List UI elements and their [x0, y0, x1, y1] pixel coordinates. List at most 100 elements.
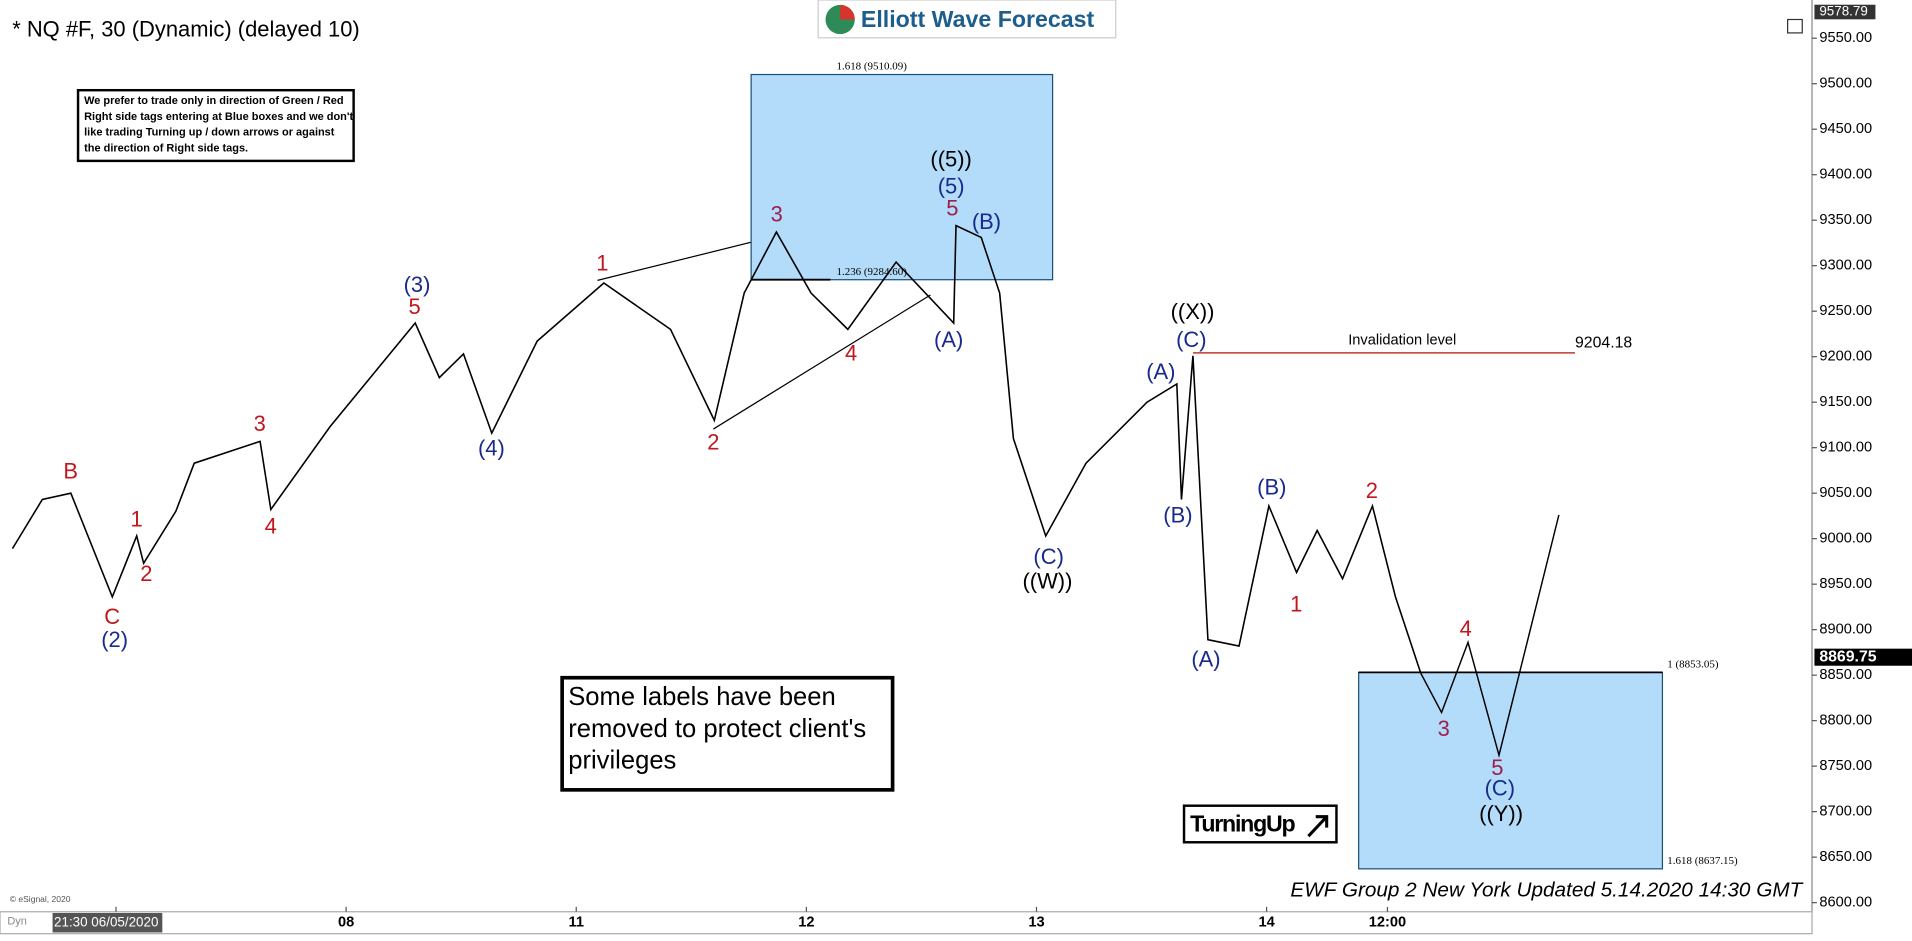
- wave-label: (A): [1191, 646, 1220, 671]
- y-tick-label: 9050.00: [1819, 485, 1872, 501]
- zone-top-label: 1 (8853.05): [1667, 659, 1719, 671]
- y-tick-label: 8600.00: [1819, 895, 1872, 911]
- price-line: [11, 224, 1422, 674]
- wave-label: ((Y)): [1479, 801, 1523, 826]
- x-cursor-box: [52, 912, 163, 933]
- price-line: [1420, 514, 1560, 759]
- mode: Dyn: [7, 915, 27, 927]
- x-tick-label: 08: [338, 915, 354, 931]
- disclaimer-box: [76, 88, 355, 163]
- wave-label: (5): [938, 174, 965, 199]
- x-axis-bar: [0, 911, 1813, 935]
- x-tick-label: 14: [1258, 915, 1275, 931]
- y-tick-label: 9350.00: [1819, 212, 1872, 228]
- disclaimer-line: the direction of Right side tags.: [84, 143, 248, 155]
- notice: Some labels have been removed to protect …: [568, 683, 866, 774]
- badge-arrow: [1307, 815, 1329, 838]
- wave-label: 2: [1366, 478, 1378, 503]
- invalidation-text: Invalidation level: [1348, 333, 1456, 349]
- x-tick-label: 11: [569, 915, 584, 931]
- notice-line: Some labels have been: [568, 683, 836, 711]
- wave-label: (B): [1257, 475, 1286, 500]
- y-tick-label: 8750.00: [1819, 758, 1872, 774]
- y-tick-label: 9200.00: [1819, 349, 1872, 365]
- y-tick-label: 9300.00: [1819, 258, 1872, 274]
- wave-label: (C): [1176, 327, 1206, 352]
- notice-box: [560, 675, 895, 792]
- y-tick-label: 8650.00: [1819, 849, 1872, 865]
- icon: [1787, 18, 1803, 34]
- wave-label: 1: [130, 506, 142, 531]
- target-zone: [1358, 671, 1664, 870]
- wave-label: (A): [1146, 359, 1175, 384]
- chart-title: * NQ #F, 30 (Dynamic) (delayed 10): [12, 16, 360, 41]
- zone-bottom-label: 1.236 (9284.60): [836, 266, 907, 278]
- disclaimer-line: We prefer to trade only in direction of …: [84, 95, 343, 107]
- y-tick-label: 9550.00: [1819, 30, 1872, 46]
- zone-bottom-label: 1.618 (8637.15): [1667, 855, 1738, 867]
- top-marker-box: [1814, 4, 1876, 20]
- wave-label: 5: [408, 294, 420, 319]
- wave-label: 2: [140, 561, 152, 586]
- wave-label: (3): [404, 272, 431, 297]
- disclaimer-line: Right side tags entering at Blue boxes a…: [84, 111, 353, 123]
- wave-label: 4: [1460, 616, 1472, 641]
- x-tick-label: 12:00: [1369, 915, 1406, 931]
- wave-label: 3: [1438, 716, 1450, 741]
- disclaimer-line: like trading Turning up / down arrows or…: [84, 127, 335, 139]
- wave-label: 3: [254, 411, 266, 436]
- zones: 1.618 (9510.09) 1.236 (9284.60) 1 (8853.05…: [750, 61, 1738, 870]
- top-marker: 9578.79: [1819, 4, 1867, 19]
- wave-label: 1: [1290, 592, 1302, 617]
- y-tick-label: 9150.00: [1819, 394, 1872, 410]
- badge-text: TurningUp: [1190, 810, 1295, 836]
- wave-label: (C): [1033, 544, 1063, 569]
- wedge-line: [713, 294, 931, 430]
- y-tick-label: 9250.00: [1819, 303, 1872, 319]
- wave-label: (4): [478, 436, 505, 461]
- zone-top-label: 1.618 (9510.09): [836, 61, 907, 73]
- y-tick-label: 9400.00: [1819, 167, 1872, 183]
- y-tick-label: 9000.00: [1819, 531, 1872, 547]
- notice-line: removed to protect client's: [568, 715, 866, 743]
- last-price-box: [1814, 648, 1912, 666]
- target-zone: [750, 73, 1054, 281]
- wave-label: (B): [972, 209, 1001, 234]
- notice-line: privileges: [568, 747, 676, 775]
- wave-label: 4: [845, 341, 857, 366]
- copyright: © eSignal, 2020: [10, 894, 71, 904]
- wave-label: (A): [934, 327, 963, 352]
- y-tick-label: 8800.00: [1819, 713, 1872, 729]
- footer: EWF Group 2 New York Updated 5.14.2020 1…: [1290, 878, 1803, 901]
- logo-text: Elliott Wave Forecast: [861, 6, 1095, 32]
- invalidation-value: 9204.18: [1575, 334, 1632, 351]
- y-tick-label: 8850.00: [1819, 667, 1872, 683]
- wave-label: ((X)): [1171, 299, 1215, 324]
- disclaimer: We prefer to trade only in direction of …: [84, 95, 353, 155]
- wave-label: 5: [946, 195, 958, 220]
- y-tick-label: 8700.00: [1819, 804, 1872, 820]
- wave-label: (C): [1485, 776, 1515, 801]
- y-tick-label: 9450.00: [1819, 121, 1872, 137]
- last-price: 8869.75: [1819, 648, 1876, 665]
- y-tick-label: 8950.00: [1819, 576, 1872, 592]
- wave-label: ((5)): [930, 147, 971, 172]
- wave-label: ((W)): [1022, 568, 1072, 593]
- y-tick-label: 9500.00: [1819, 76, 1872, 92]
- wave-label: 1: [596, 250, 608, 275]
- y-tick-label: 9100.00: [1819, 440, 1872, 456]
- wave-label: C: [104, 604, 120, 629]
- wave-label: (2): [101, 627, 128, 652]
- x-tick-label: 13: [1028, 915, 1044, 931]
- wave-label: 4: [265, 514, 277, 539]
- y-tick-label: 8900.00: [1819, 622, 1872, 638]
- wave-label: 2: [707, 429, 719, 454]
- wave-label: 5: [1491, 755, 1503, 780]
- logo-box: [817, 0, 1117, 39]
- badge-box: [1182, 804, 1338, 844]
- wave-label: 3: [771, 202, 783, 227]
- x-tick-label: 21:30 06/05/2020: [54, 914, 158, 929]
- logo-icon-part: [840, 4, 855, 20]
